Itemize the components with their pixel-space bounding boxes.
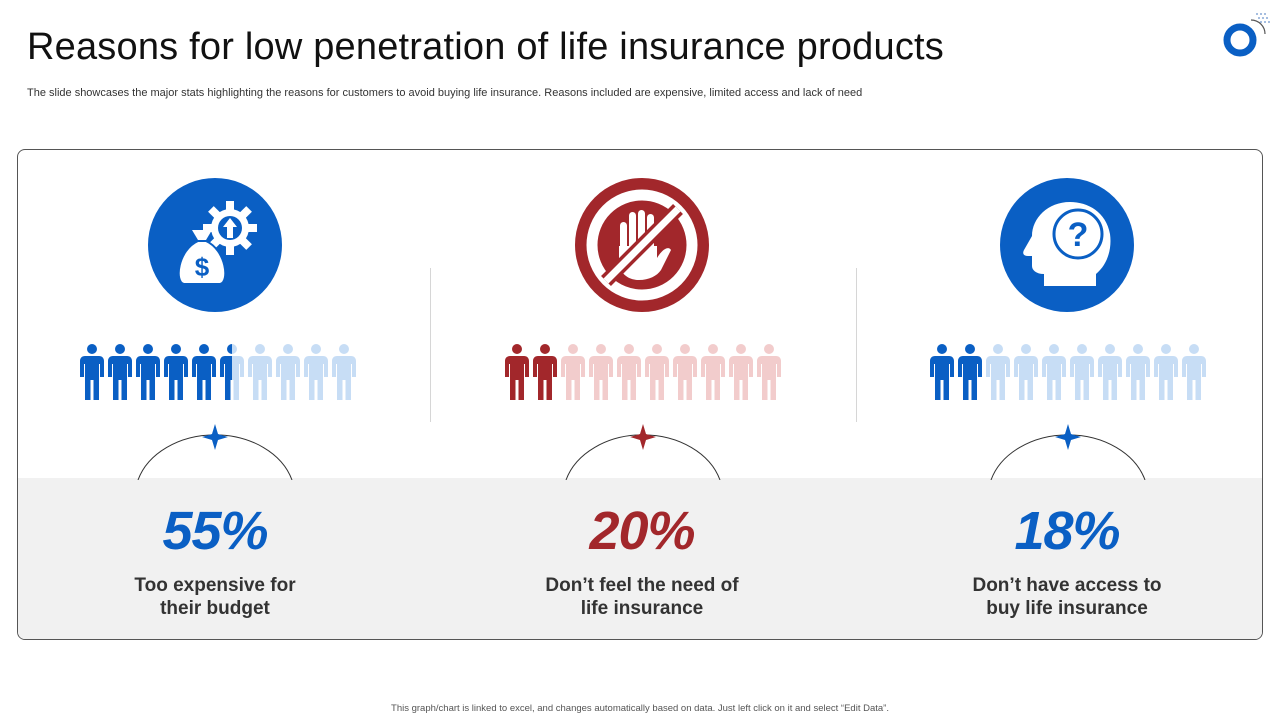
person-icon [247, 342, 273, 400]
person-icon [985, 342, 1011, 400]
person-icon [1041, 342, 1067, 400]
reasons-card: $ 55% Too expensive for their budget [17, 149, 1263, 640]
stop-hand-icon [575, 178, 709, 312]
stats-band [18, 478, 1262, 639]
reason-label-line: Don’t have access to [972, 575, 1162, 596]
reason-label-line: Don’t feel the need of [545, 575, 739, 596]
person-icon [1097, 342, 1123, 400]
person-icon [79, 342, 105, 400]
person-icon [1153, 342, 1179, 400]
page-title: Reasons for low penetration of life insu… [27, 26, 944, 68]
brand-logo-icon [1215, 8, 1273, 60]
reason-label-line: life insurance [580, 598, 704, 619]
person-icon [1069, 342, 1095, 400]
money-bag-gear-icon: $ [148, 178, 282, 312]
person-icon [532, 342, 558, 400]
person-icon [756, 342, 782, 400]
reason-label: Too expensive for their budget [65, 574, 365, 620]
person-icon [1181, 342, 1207, 400]
people-pictogram-access [929, 342, 1207, 400]
footer-note: This graph/chart is linked to excel, and… [391, 703, 889, 714]
person-icon [275, 342, 301, 400]
reason-label: Don’t feel the need of life insurance [492, 574, 792, 620]
person-icon [135, 342, 161, 400]
percent-value: 20% [589, 501, 695, 561]
reason-label-line: Too expensive for [134, 575, 296, 596]
person-icon [957, 342, 983, 400]
person-icon [107, 342, 133, 400]
person-icon [588, 342, 614, 400]
star-icon [630, 424, 656, 450]
arc-decoration [130, 420, 300, 480]
arc-decoration [558, 420, 728, 480]
person-icon [728, 342, 754, 400]
percent-value: 55% [162, 501, 268, 561]
person-icon [560, 342, 586, 400]
person-icon [672, 342, 698, 400]
person-icon [644, 342, 670, 400]
person-icon [504, 342, 530, 400]
column-divider [856, 268, 857, 422]
head-question-icon: ? [1000, 178, 1134, 312]
person-icon [1013, 342, 1039, 400]
star-icon [202, 424, 228, 450]
person-icon [163, 342, 189, 400]
person-icon [700, 342, 726, 400]
person-icon [1125, 342, 1151, 400]
arc-decoration [983, 420, 1153, 480]
svg-text:$: $ [195, 252, 210, 282]
people-pictogram-need [504, 342, 782, 400]
column-divider [430, 268, 431, 422]
person-icon [331, 342, 357, 400]
reason-label: Don’t have access to buy life insurance [917, 574, 1217, 620]
person-icon [929, 342, 955, 400]
star-icon [1055, 424, 1081, 450]
person-icon [191, 342, 217, 400]
svg-text:?: ? [1068, 216, 1089, 254]
reason-label-line: their budget [160, 598, 270, 619]
reason-label-line: buy life insurance [986, 598, 1148, 619]
percent-value: 18% [1014, 501, 1120, 561]
person-icon [616, 342, 642, 400]
person-icon [303, 342, 329, 400]
person-icon [219, 342, 245, 400]
people-pictogram-expensive [79, 342, 357, 400]
page-subtitle: The slide showcases the major stats high… [27, 87, 863, 99]
